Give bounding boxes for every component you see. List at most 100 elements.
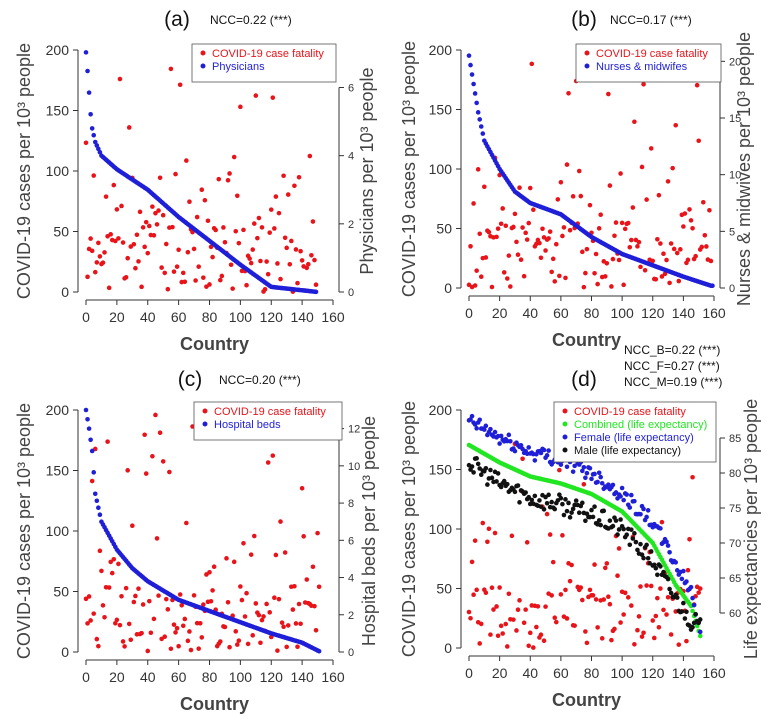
- fatality-point: [176, 643, 181, 649]
- fatality-point: [621, 282, 626, 288]
- fatality-point: [273, 552, 279, 558]
- fatality-point: [515, 252, 521, 258]
- fatality-point: [553, 241, 559, 247]
- y2-axis-title: Nurses & midwives per 10³ people: [734, 32, 754, 306]
- legend-box: [193, 401, 343, 441]
- series-point: [673, 560, 679, 565]
- fatality-point: [485, 539, 490, 545]
- fatality-point: [482, 184, 487, 190]
- series-point: [468, 62, 473, 68]
- fatality-point: [478, 274, 484, 280]
- series-point: [583, 475, 588, 481]
- series-point: [541, 447, 547, 453]
- fatality-point: [119, 203, 124, 209]
- fatality-point: [256, 612, 262, 618]
- panel-label: (c): [178, 368, 203, 391]
- fatality-point: [205, 218, 211, 224]
- y2-tick-label: 10: [729, 170, 741, 182]
- series-point: [648, 549, 654, 554]
- series-point: [629, 492, 634, 498]
- fatality-point: [514, 628, 519, 633]
- fatality-point: [148, 630, 154, 636]
- y2-tick-label: 10: [348, 461, 360, 473]
- legend-marker: [202, 408, 208, 414]
- x-tick-label: 160: [702, 665, 726, 681]
- fatality-point: [197, 621, 203, 626]
- fatality-point: [296, 601, 302, 607]
- series-point: [558, 462, 564, 467]
- fatality-point: [587, 202, 593, 208]
- fatality-point: [255, 235, 260, 241]
- fatality-point: [146, 223, 152, 229]
- fatality-point: [199, 187, 205, 193]
- y2-tick-label: 65: [729, 573, 741, 585]
- fatality-point: [298, 248, 303, 254]
- fatality-point: [116, 561, 121, 567]
- fatality-point: [119, 593, 124, 599]
- x-tick-label: 60: [553, 665, 569, 681]
- fatality-point: [504, 644, 510, 649]
- x-tick-label: 20: [492, 665, 508, 681]
- fatality-point: [238, 584, 243, 589]
- fatality-point: [295, 644, 300, 650]
- series-point: [697, 633, 703, 639]
- series-point: [697, 629, 703, 635]
- fatality-point: [477, 231, 483, 237]
- fatality-point: [191, 593, 197, 598]
- y-tick-label: 100: [429, 161, 453, 177]
- series-point: [621, 497, 626, 503]
- series-point: [596, 470, 602, 476]
- fatality-point: [201, 275, 206, 280]
- y2-tick-label: 6: [348, 535, 354, 547]
- fatality-point: [231, 154, 237, 160]
- series-point: [681, 600, 686, 606]
- fatality-point: [316, 584, 322, 590]
- fatality-point: [282, 235, 288, 241]
- y2-tick-label: 8: [348, 498, 354, 510]
- fatality-point: [564, 616, 570, 621]
- fatality-point: [538, 632, 544, 638]
- fatality-point: [471, 201, 476, 206]
- fatality-point: [114, 207, 120, 212]
- series-0: [466, 47, 715, 290]
- series-point: [477, 117, 483, 122]
- fatality-point: [281, 624, 286, 630]
- fatality-point: [478, 621, 484, 627]
- fatality-point: [264, 259, 269, 264]
- x-tick-label: 60: [553, 305, 569, 321]
- fatality-point: [140, 602, 146, 607]
- series-point: [501, 478, 507, 484]
- fatality-point: [656, 624, 662, 630]
- series-point: [697, 617, 703, 622]
- fatality-point: [160, 459, 166, 464]
- fatality-point: [612, 233, 617, 239]
- legend-label: Female (life expectancy): [574, 432, 694, 444]
- series-point: [624, 492, 630, 497]
- x-tick-label: 100: [610, 665, 634, 681]
- x-tick-label: 160: [321, 669, 345, 685]
- y-axis-title: COVID-19 cases per 10³ people: [399, 401, 419, 657]
- fatality-point: [142, 244, 147, 250]
- fatality-point: [613, 220, 619, 225]
- x-axis-title: Country: [180, 694, 249, 714]
- fatality-point: [285, 192, 291, 197]
- series-point: [94, 498, 100, 504]
- series-point: [488, 467, 493, 473]
- y2-axis-title: Physicians per 10³ people: [357, 67, 377, 274]
- series-1: [466, 53, 715, 289]
- fatality-point: [167, 469, 172, 475]
- fatality-point: [531, 645, 536, 650]
- fatality-point: [543, 604, 548, 609]
- series-point: [560, 501, 565, 507]
- fatality-point: [639, 634, 645, 639]
- fatality-point: [708, 258, 714, 264]
- y-axis-title: COVID-19 cases per 10³ people: [399, 41, 419, 297]
- fatality-point: [160, 212, 166, 218]
- fatality-point: [658, 241, 663, 246]
- series-point: [610, 523, 616, 529]
- fatality-point: [194, 214, 200, 220]
- fatality-point: [244, 590, 249, 596]
- x-tick-label: 0: [82, 669, 90, 685]
- series-point: [638, 511, 643, 517]
- fatality-point: [245, 641, 251, 647]
